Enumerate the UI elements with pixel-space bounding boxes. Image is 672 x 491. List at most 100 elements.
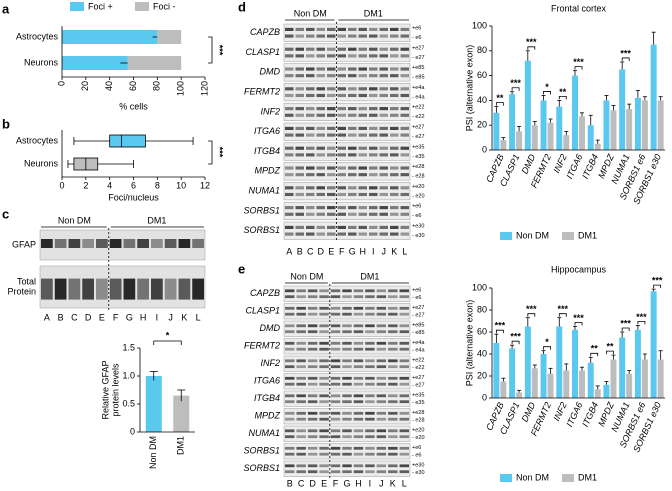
gel-band (342, 429, 352, 433)
gel-band (390, 113, 399, 117)
bar (524, 60, 531, 150)
exon-label: - e22 (412, 365, 425, 371)
lane-label: L (196, 312, 201, 322)
bar (610, 110, 617, 150)
gel-band (348, 133, 357, 137)
gel-band (390, 27, 399, 31)
gel-band (54, 278, 67, 300)
gel-band (358, 107, 367, 111)
gel-band (285, 365, 295, 369)
gel-band (337, 146, 346, 150)
gene-label: FERMT2 (244, 341, 280, 351)
gel-band (306, 54, 315, 58)
sig-bracket (495, 102, 504, 106)
gel-band (376, 347, 387, 351)
gel-band (327, 107, 336, 111)
gel-band (330, 330, 341, 334)
gel-band (399, 347, 409, 351)
gel-band (388, 330, 398, 334)
gel-band (337, 47, 346, 51)
lane-label: H (140, 312, 147, 322)
sig-bracket (153, 340, 182, 345)
gel-band (388, 417, 398, 421)
gel-band (285, 464, 295, 468)
gel-band (295, 87, 304, 91)
y-tick-label: 100 (472, 282, 487, 292)
significance: *** (526, 37, 537, 47)
gel-band (379, 54, 388, 58)
gel-band (316, 192, 325, 197)
gel-band (330, 312, 341, 316)
gel-band (330, 394, 341, 398)
gel-band (330, 341, 341, 345)
x-tick-label: 6 (131, 180, 136, 190)
gel-band (109, 278, 122, 300)
gel-band (376, 330, 387, 334)
gel-band (319, 359, 329, 363)
gel-band (376, 295, 387, 299)
gel-band (400, 232, 409, 236)
panel-letter: a (2, 1, 10, 16)
gel-band (307, 295, 318, 299)
gel-band (285, 417, 295, 421)
gel-band (330, 417, 341, 421)
gel-band (327, 166, 336, 170)
gel-band (316, 47, 325, 51)
x-axis-label: % cells (119, 101, 148, 111)
gel-band (295, 173, 304, 177)
bar (509, 94, 516, 150)
gel-band (342, 382, 352, 386)
gel-band (285, 232, 294, 236)
gel-band (390, 212, 399, 216)
gel-band (390, 232, 399, 236)
gel-band (319, 295, 329, 299)
gel-band (327, 54, 336, 58)
gel-band (295, 186, 304, 190)
gel-band (295, 192, 304, 197)
gel-row (39, 229, 206, 261)
exon-label: +e85 (412, 65, 424, 71)
group-label: DM1 (147, 215, 166, 225)
gel-band (342, 324, 352, 328)
legend-label: Non DM (516, 230, 549, 240)
lane-label: D (85, 312, 92, 322)
gel-band (400, 192, 409, 197)
gel-band (348, 186, 357, 190)
gel-band (348, 113, 357, 117)
bar (173, 395, 190, 432)
row-label: Protein (7, 286, 36, 296)
gel-band (358, 153, 367, 157)
gel-band (285, 324, 295, 328)
gel-band (316, 27, 325, 31)
x-axis-label: Foci/nucleus (108, 192, 159, 202)
gel-band (358, 67, 367, 71)
gel-band (388, 464, 398, 468)
exon-label: - e4a (412, 94, 425, 100)
exon-label: +e20 (412, 427, 424, 433)
group-label: DM1 (360, 271, 379, 281)
row-label: Total (17, 276, 36, 286)
gel-band (390, 107, 399, 111)
gel-band (306, 93, 315, 98)
gel-band (295, 153, 304, 157)
gel-band (178, 278, 191, 300)
gel-band (365, 306, 375, 310)
bar (650, 44, 657, 150)
y-tick-label: 0 (130, 426, 135, 436)
sig-bracket (590, 352, 599, 357)
gel-row (283, 102, 411, 121)
gel-band (388, 365, 398, 369)
gel-band (306, 34, 315, 38)
gel-band (348, 27, 357, 31)
gel-band (365, 347, 375, 351)
gel-band (342, 464, 352, 468)
exon-label: - e30 (412, 233, 425, 239)
gel-band (358, 34, 367, 38)
legend-label: Non DM (516, 472, 549, 482)
gene-label: ITGB4 (254, 393, 280, 403)
bar (563, 370, 570, 398)
gel-band (307, 289, 318, 293)
gel-band (295, 93, 304, 98)
gel-band (306, 133, 315, 137)
gel-band (306, 212, 315, 216)
